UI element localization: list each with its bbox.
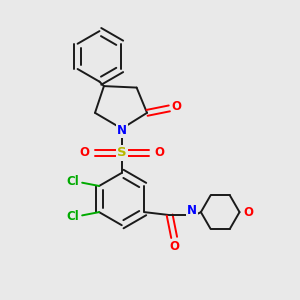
Text: O: O xyxy=(172,100,182,113)
Text: Cl: Cl xyxy=(66,175,79,188)
Text: N: N xyxy=(187,204,197,217)
Text: O: O xyxy=(169,240,179,253)
Text: O: O xyxy=(154,146,164,160)
Text: O: O xyxy=(243,206,254,219)
Text: S: S xyxy=(117,146,127,160)
Text: N: N xyxy=(117,124,127,136)
Text: O: O xyxy=(80,146,90,160)
Text: Cl: Cl xyxy=(66,210,79,223)
